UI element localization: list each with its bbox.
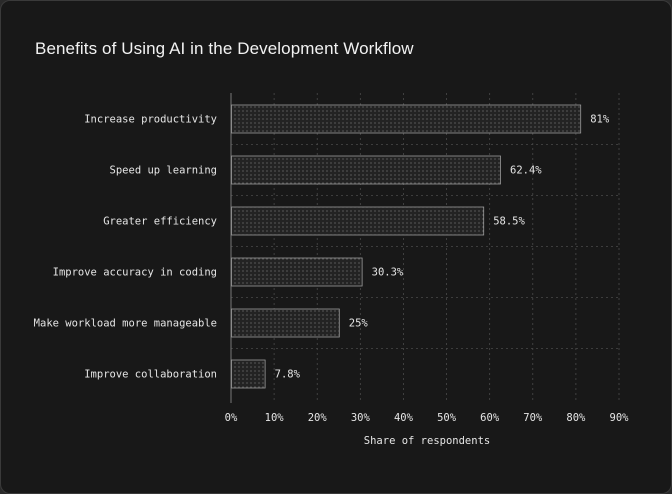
category-label: Make workload more manageable bbox=[34, 318, 217, 330]
x-tick-label: 60% bbox=[480, 412, 500, 424]
category-label: Greater efficiency bbox=[103, 216, 217, 228]
value-label: 25% bbox=[349, 318, 369, 330]
value-label: 58.5% bbox=[493, 216, 525, 228]
x-tick-label: 90% bbox=[610, 412, 630, 424]
value-label: 81% bbox=[590, 114, 610, 126]
value-label: 7.8% bbox=[275, 369, 301, 381]
x-tick-label: 0% bbox=[225, 412, 238, 424]
bar bbox=[231, 104, 582, 134]
bar bbox=[231, 155, 501, 185]
category-label: Increase productivity bbox=[84, 114, 217, 126]
bar bbox=[231, 308, 340, 338]
bar bbox=[231, 359, 266, 389]
bars bbox=[231, 104, 582, 389]
chart-title: Benefits of Using AI in the Development … bbox=[35, 39, 414, 58]
x-tick-label: 70% bbox=[523, 412, 543, 424]
value-label: 30.3% bbox=[372, 267, 404, 279]
x-tick-label: 80% bbox=[566, 412, 586, 424]
x-tick-label: 40% bbox=[394, 412, 414, 424]
bar bbox=[231, 206, 485, 236]
value-label: 62.4% bbox=[510, 165, 542, 177]
category-label: Improve collaboration bbox=[84, 369, 217, 381]
category-label: Improve accuracy in coding bbox=[53, 267, 217, 279]
x-tick-label: 30% bbox=[351, 412, 371, 424]
labels: Increase productivity 81% Speed up learnin… bbox=[34, 114, 629, 425]
x-tick-label: 10% bbox=[265, 412, 285, 424]
category-label: Speed up learning bbox=[110, 165, 217, 177]
bar bbox=[231, 257, 363, 287]
grid-lines bbox=[231, 93, 620, 403]
x-tick-label: 20% bbox=[308, 412, 328, 424]
x-tick-label: 50% bbox=[437, 412, 457, 424]
x-axis-label: Share of respondents bbox=[364, 435, 490, 447]
